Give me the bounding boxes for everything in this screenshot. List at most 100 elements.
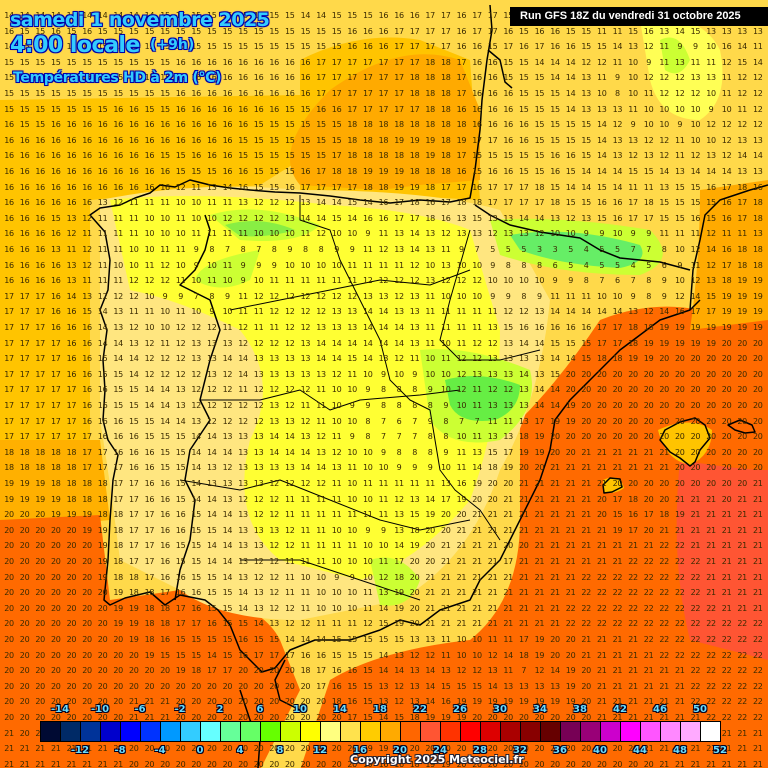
grid-value: 20	[19, 635, 30, 644]
grid-value: 14	[222, 447, 233, 457]
grid-value: 21	[659, 697, 669, 707]
grid-value: 12	[222, 213, 233, 223]
grid-value: 11	[207, 198, 217, 208]
grid-value: 17	[316, 89, 326, 98]
grid-value: 21	[519, 619, 529, 629]
grid-value: 20	[129, 759, 139, 768]
grid-value: 10	[706, 135, 716, 145]
grid-value: 12	[690, 245, 701, 254]
grid-value: 20	[51, 666, 61, 676]
grid-value: 13	[378, 681, 389, 691]
grid-value: 15	[269, 167, 279, 176]
grid-value: 21	[4, 728, 14, 738]
grid-value: 18	[409, 525, 420, 535]
grid-value: 16	[456, 42, 467, 52]
grid-value: 17	[472, 11, 482, 20]
grid-value: 12	[144, 369, 155, 379]
grid-value: 19	[753, 276, 763, 286]
grid-value: 20	[19, 697, 30, 707]
grid-value: 21	[534, 510, 545, 520]
grid-value: 22	[753, 697, 763, 707]
grid-value: 21	[456, 525, 467, 535]
grid-value: 10	[643, 120, 654, 130]
grid-value: 20	[643, 416, 654, 426]
grid-value: 21	[472, 588, 482, 598]
grid-value: 19	[565, 697, 576, 707]
grid-value: 21	[643, 713, 654, 722]
grid-value: 15	[565, 26, 576, 36]
grid-value: 16	[378, 759, 389, 768]
grid-value: 12	[191, 401, 201, 410]
grid-value: 15	[253, 635, 264, 644]
grid-value: 14	[565, 89, 576, 98]
grid-value: 8	[521, 291, 527, 301]
grid-value: 11	[113, 245, 123, 254]
grid-value: 20	[612, 432, 623, 442]
legend-swatch	[241, 722, 261, 741]
grid-value: 20	[612, 401, 623, 410]
grid-value: 16	[487, 73, 498, 83]
grid-value: 22	[706, 650, 716, 660]
grid-value: 13	[300, 354, 311, 364]
grid-value: 19	[378, 744, 389, 754]
grid-value: 17	[487, 11, 498, 20]
grid-value: 18	[363, 151, 373, 161]
grid-value: 15	[191, 572, 201, 582]
grid-value: 21	[519, 588, 529, 598]
grid-value: 20	[628, 416, 638, 426]
grid-value: 12	[238, 338, 248, 348]
grid-value: 13	[269, 525, 279, 535]
grid-value: 15	[581, 42, 591, 52]
grid-value: 15	[51, 42, 61, 52]
grid-value: 16	[519, 42, 529, 52]
grid-value: 15	[285, 11, 295, 20]
grid-value: 11	[659, 42, 669, 52]
grid-value: 9	[287, 245, 293, 254]
grid-value: 12	[597, 57, 607, 67]
grid-value: 11	[300, 541, 311, 551]
grid-value: 20	[612, 369, 623, 379]
grid-value: 21	[4, 759, 14, 768]
grid-value: 19	[519, 697, 529, 707]
grid-value: 21	[129, 697, 139, 707]
grid-value: 20	[66, 681, 77, 691]
grid-value: 18	[753, 245, 763, 254]
grid-value: 11	[191, 182, 201, 192]
grid-value: 16	[191, 104, 201, 114]
grid-value: 11	[238, 229, 248, 239]
grid-value: 20	[753, 338, 763, 348]
grid-value: 8	[209, 291, 215, 301]
grid-value: 11	[316, 494, 326, 504]
grid-value: 15	[238, 151, 248, 161]
grid-value: 12	[706, 260, 716, 270]
grid-value: 20	[160, 744, 170, 754]
grid-value: 13	[612, 104, 623, 114]
grid-value: 19	[675, 338, 685, 348]
grid-value: 21	[425, 572, 435, 582]
grid-value: 13	[175, 385, 186, 395]
grid-value: 14	[378, 323, 389, 332]
grid-value: 16	[66, 354, 77, 364]
grid-value: 15	[253, 182, 264, 192]
grid-value: 21	[628, 666, 638, 676]
grid-value: 20	[519, 713, 529, 722]
grid-value: 21	[534, 494, 545, 504]
grid-value: 20	[222, 681, 233, 691]
grid-value: 11	[503, 416, 513, 426]
grid-value: 12	[503, 385, 513, 395]
grid-value: 21	[753, 510, 763, 520]
grid-value: 15	[737, 57, 747, 67]
legend-swatch	[161, 722, 181, 741]
grid-value: 18	[425, 120, 435, 130]
grid-value: 12	[628, 151, 638, 161]
grid-value: 18	[51, 463, 61, 473]
grid-value: 20	[4, 635, 14, 644]
grid-value: 21	[721, 603, 732, 613]
grid-value: 10	[628, 73, 638, 83]
grid-value: 7	[646, 245, 651, 254]
grid-value: 20	[269, 697, 279, 707]
grid-value: 14	[222, 182, 233, 192]
grid-value: 19	[97, 525, 108, 535]
grid-value: 14	[285, 447, 295, 457]
grid-value: 5	[599, 245, 605, 254]
